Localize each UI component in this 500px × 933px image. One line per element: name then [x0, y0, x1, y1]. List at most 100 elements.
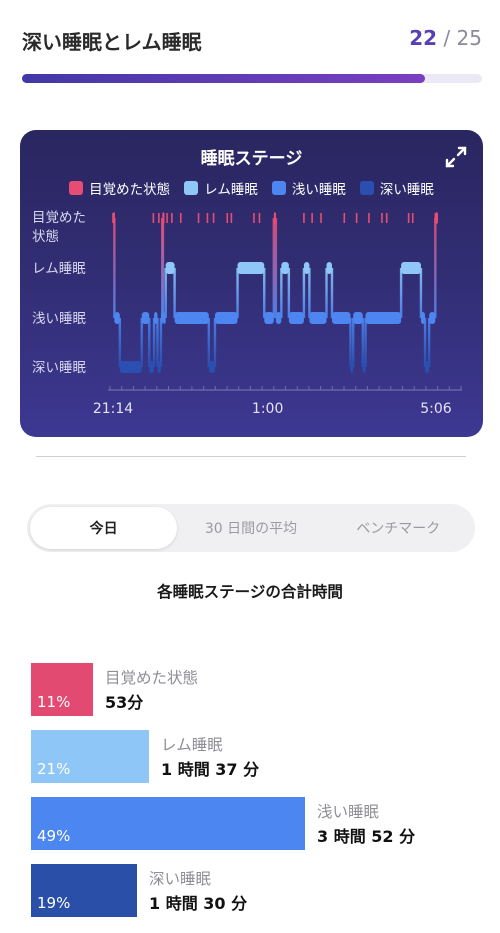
stage-transition [148, 318, 151, 367]
awake-tick [171, 213, 173, 223]
x-tick-label: 21:14 [93, 401, 133, 417]
awake-tick [274, 213, 276, 223]
stage-segment-deep [208, 361, 215, 373]
stage-percent: 49% [37, 827, 71, 845]
stage-transition [423, 318, 427, 367]
x-tick-label: 5:06 [420, 401, 452, 417]
awake-tick [311, 213, 313, 223]
stage-segment-light [141, 312, 150, 324]
stage-bar: 11% [31, 663, 93, 716]
awake-tick [368, 213, 370, 223]
stage-transition [364, 318, 367, 367]
awake-tick [434, 213, 437, 223]
awake-tick [258, 213, 261, 223]
stage-name: 目覚めた状態 [105, 669, 199, 687]
awake-tick [381, 213, 383, 223]
stage-transition [140, 318, 143, 367]
legend-item-awake: 目覚めた状態 [69, 178, 170, 198]
stage-segment-light [420, 312, 426, 324]
awake-tick [230, 213, 233, 223]
stage-row-light: 49% 浅い睡眠 3 時間 52 分 [31, 797, 471, 850]
stage-transition [207, 318, 211, 367]
stage-row-rem: 21% レム睡眠 1 時間 37 分 [31, 730, 471, 783]
stage-segment-light [264, 312, 274, 324]
awake-tick [253, 213, 255, 223]
awake-tick [411, 213, 414, 223]
stage-transition [330, 268, 334, 318]
awake-tick [166, 213, 168, 223]
stage-segment-light [160, 312, 163, 324]
stage-segment-light [288, 312, 304, 324]
stage-row-awake: 11% 目覚めた状態 53分 [31, 663, 471, 716]
stage-transition [349, 318, 352, 367]
awake-tick [158, 213, 160, 223]
divider [36, 456, 466, 457]
stage-segment-deep [157, 361, 161, 373]
y-axis-label: 状態 [32, 229, 59, 245]
counter-separator: / [437, 26, 457, 50]
stage-segment-light [214, 312, 238, 324]
stage-transition [427, 318, 431, 367]
legend-swatch [359, 181, 374, 195]
stage-transition [361, 318, 364, 367]
legend-label: レム睡眠 [204, 182, 258, 198]
stage-transition [274, 218, 278, 318]
stage-row-deep: 19% 深い睡眠 1 時間 30 分 [31, 864, 471, 917]
progress-fill [22, 74, 425, 83]
stage-transition [118, 318, 122, 367]
stage-transition [351, 318, 355, 367]
stage-duration: 3 時間 52 分 [317, 827, 416, 846]
page-counter: 22 / 25 [409, 26, 482, 50]
stage-segment-deep [149, 361, 155, 373]
stage-transition [325, 268, 328, 318]
y-axis-label: 目覚めた [32, 210, 86, 226]
stage-name: 深い睡眠 [149, 870, 212, 888]
stage-segment-rem [303, 262, 310, 274]
stage-segment-rem [237, 262, 265, 274]
stage-bar: 21% [31, 730, 149, 783]
stage-transition [173, 268, 176, 318]
stage-segment-light [365, 312, 402, 324]
awake-tick [407, 213, 410, 223]
stage-transition [113, 218, 116, 318]
stage-segment-light [174, 312, 209, 324]
stage-segment-light [154, 312, 158, 324]
legend-item-light: 浅い睡眠 [271, 178, 346, 198]
expand-icon[interactable] [443, 144, 469, 170]
tab-today[interactable]: 今日 [30, 507, 178, 549]
stage-segment-light [275, 312, 282, 324]
x-tick-label: 1:00 [252, 401, 283, 417]
stage-transition [287, 268, 291, 318]
stage-transition [159, 318, 163, 367]
stage-segment-light [331, 312, 351, 324]
stage-segment-deep [425, 361, 430, 373]
stage-transition [156, 318, 159, 367]
legend-label: 浅い睡眠 [291, 182, 346, 198]
stage-duration: 53分 [105, 693, 144, 712]
legend-swatch [271, 181, 286, 195]
header: 深い睡眠とレム睡眠 22 / 25 [22, 24, 482, 56]
chart-legend: 目覚めた状態 レム睡眠 浅い睡眠 深い睡眠 [20, 178, 483, 198]
awake-tick [320, 213, 322, 223]
awake-tick [179, 213, 182, 223]
awake-tick [355, 213, 358, 223]
stage-duration: 1 時間 30 分 [149, 894, 248, 913]
tab-benchmark[interactable]: ベンチマーク [356, 521, 441, 537]
tab-30-day-average[interactable]: 30 日間の平均 [204, 521, 298, 537]
stage-transition [419, 268, 423, 318]
stage-segment-deep [362, 361, 366, 373]
stage-segment-light [429, 312, 436, 324]
stage-duration: 1 時間 37 分 [161, 760, 260, 779]
stage-transition [161, 218, 165, 318]
chart-title: 睡眠ステージ [200, 149, 303, 169]
stage-name: 浅い睡眠 [317, 803, 380, 821]
stage-percent: 11% [37, 693, 71, 711]
summary-title: 各睡眠ステージの合計時間 [157, 583, 343, 601]
stage-transition [399, 268, 403, 318]
awake-tick [152, 213, 155, 223]
legend-label: 深い睡眠 [379, 182, 434, 198]
legend-label: 目覚めた状態 [89, 182, 171, 198]
stage-segment-light [309, 312, 327, 324]
counter-current: 22 [409, 26, 438, 50]
legend-item-deep: 深い睡眠 [359, 178, 434, 198]
